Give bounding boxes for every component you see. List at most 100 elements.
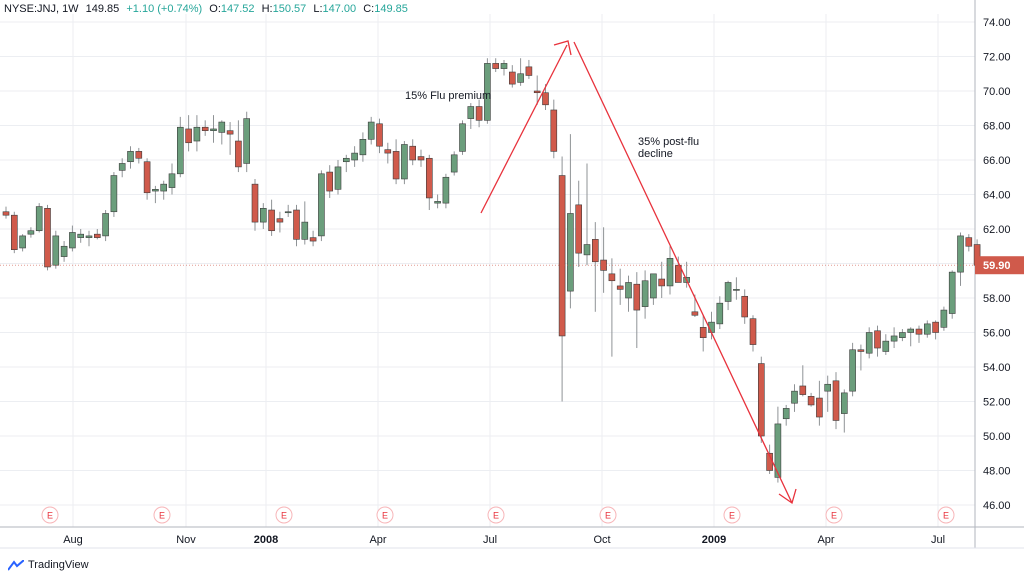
candle-body[interactable] [384, 149, 392, 154]
candle-body[interactable] [276, 218, 284, 223]
candle-body[interactable] [467, 106, 475, 119]
candle-body[interactable] [27, 230, 35, 235]
candle-body[interactable] [567, 213, 574, 292]
candle-body[interactable] [741, 295, 749, 318]
candle-body[interactable] [782, 408, 790, 420]
candle-body[interactable] [957, 235, 964, 273]
candle-body[interactable] [724, 282, 732, 302]
candle-body[interactable] [359, 139, 367, 156]
candle-body[interactable] [60, 245, 68, 257]
candle-body[interactable] [641, 280, 649, 307]
candle-body[interactable] [492, 63, 500, 69]
earnings-marker[interactable] [153, 506, 171, 524]
candle-body[interactable] [193, 126, 201, 142]
candle-body[interactable] [185, 128, 192, 144]
symbol-label[interactable]: NYSE:JNJ, 1W [4, 3, 79, 15]
candle-body[interactable] [558, 175, 566, 337]
candle-body[interactable] [691, 311, 699, 316]
candle-body[interactable] [749, 318, 757, 345]
candle-body[interactable] [857, 349, 865, 352]
candle-body[interactable] [733, 289, 740, 291]
candle-body[interactable] [616, 285, 624, 290]
candle-body[interactable] [542, 92, 549, 106]
flu-premium-line[interactable] [480, 44, 568, 214]
earnings-marker[interactable] [825, 506, 843, 524]
candle-body[interactable] [442, 176, 450, 204]
candle-body[interactable] [550, 109, 558, 152]
earnings-marker[interactable] [937, 506, 955, 524]
candle-body[interactable] [716, 302, 724, 325]
candle-body[interactable] [932, 321, 939, 333]
candle-body[interactable] [849, 349, 856, 392]
candle-body[interactable] [210, 128, 217, 131]
candle-body[interactable] [948, 271, 956, 314]
earnings-marker[interactable] [599, 506, 617, 524]
candle-body[interactable] [177, 126, 184, 175]
candle-body[interactable] [475, 106, 483, 121]
candle-body[interactable] [102, 213, 109, 237]
candle-body[interactable] [334, 166, 342, 190]
candle-body[interactable] [824, 383, 832, 392]
candle-body[interactable] [243, 118, 250, 164]
candle-body[interactable] [268, 209, 275, 232]
candle-body[interactable] [2, 211, 10, 216]
candle-body[interactable] [666, 258, 674, 287]
candle-body[interactable] [608, 273, 616, 282]
candle-body[interactable] [525, 66, 533, 76]
candle-body[interactable] [791, 390, 798, 404]
candle-body[interactable] [318, 173, 325, 237]
candle-body[interactable] [591, 239, 599, 263]
price-badge[interactable] [975, 256, 1024, 275]
candle-body[interactable] [633, 283, 641, 311]
candle-body[interactable] [218, 121, 226, 133]
candle-body[interactable] [293, 209, 300, 240]
earnings-marker[interactable] [723, 506, 741, 524]
candle-body[interactable] [85, 235, 93, 238]
candle-body[interactable] [135, 151, 143, 159]
candle-body[interactable] [367, 121, 375, 140]
candle-body[interactable] [376, 123, 383, 147]
candle-body[interactable] [52, 235, 60, 266]
candle-body[interactable] [840, 392, 848, 414]
candle-body[interactable] [699, 327, 707, 338]
candle-body[interactable] [143, 161, 151, 194]
candle-body[interactable] [650, 273, 657, 299]
candle-body[interactable] [226, 130, 234, 135]
candle-body[interactable] [351, 152, 358, 161]
candle-body[interactable] [807, 396, 815, 406]
candle-body[interactable] [235, 140, 242, 168]
candle-body[interactable] [757, 363, 765, 437]
candle-body[interactable] [251, 183, 259, 223]
candle-body[interactable] [11, 214, 18, 250]
candle-body[interactable] [77, 233, 84, 238]
candle-body[interactable] [168, 173, 176, 188]
candle-body[interactable] [259, 208, 267, 223]
candle-body[interactable] [417, 156, 425, 161]
candle-body[interactable] [401, 144, 408, 180]
candle-body[interactable] [508, 71, 516, 85]
candle-body[interactable] [118, 163, 126, 171]
candle-body[interactable] [409, 145, 417, 161]
candle-body[interactable] [658, 278, 666, 287]
candle-body[interactable] [583, 244, 591, 256]
candle-body[interactable] [201, 126, 209, 131]
candle-body[interactable] [35, 206, 43, 232]
tradingview-brand[interactable]: TradingView [8, 559, 89, 571]
candle-body[interactable] [799, 385, 807, 395]
candle-body[interactable] [517, 73, 524, 83]
candle-body[interactable] [625, 282, 632, 299]
candle-body[interactable] [533, 90, 541, 94]
candle-body[interactable] [774, 423, 782, 478]
candle-body[interactable] [301, 221, 309, 240]
candle-body[interactable] [284, 211, 292, 214]
candle-body[interactable] [392, 151, 400, 180]
candle-body[interactable] [19, 235, 26, 249]
candle-body[interactable] [899, 332, 906, 338]
candle-body[interactable] [110, 175, 118, 213]
candle-body[interactable] [459, 123, 466, 152]
candle-body[interactable] [874, 330, 881, 349]
candle-body[interactable] [865, 332, 873, 354]
candle-body[interactable] [923, 323, 931, 335]
candle-body[interactable] [160, 183, 167, 192]
